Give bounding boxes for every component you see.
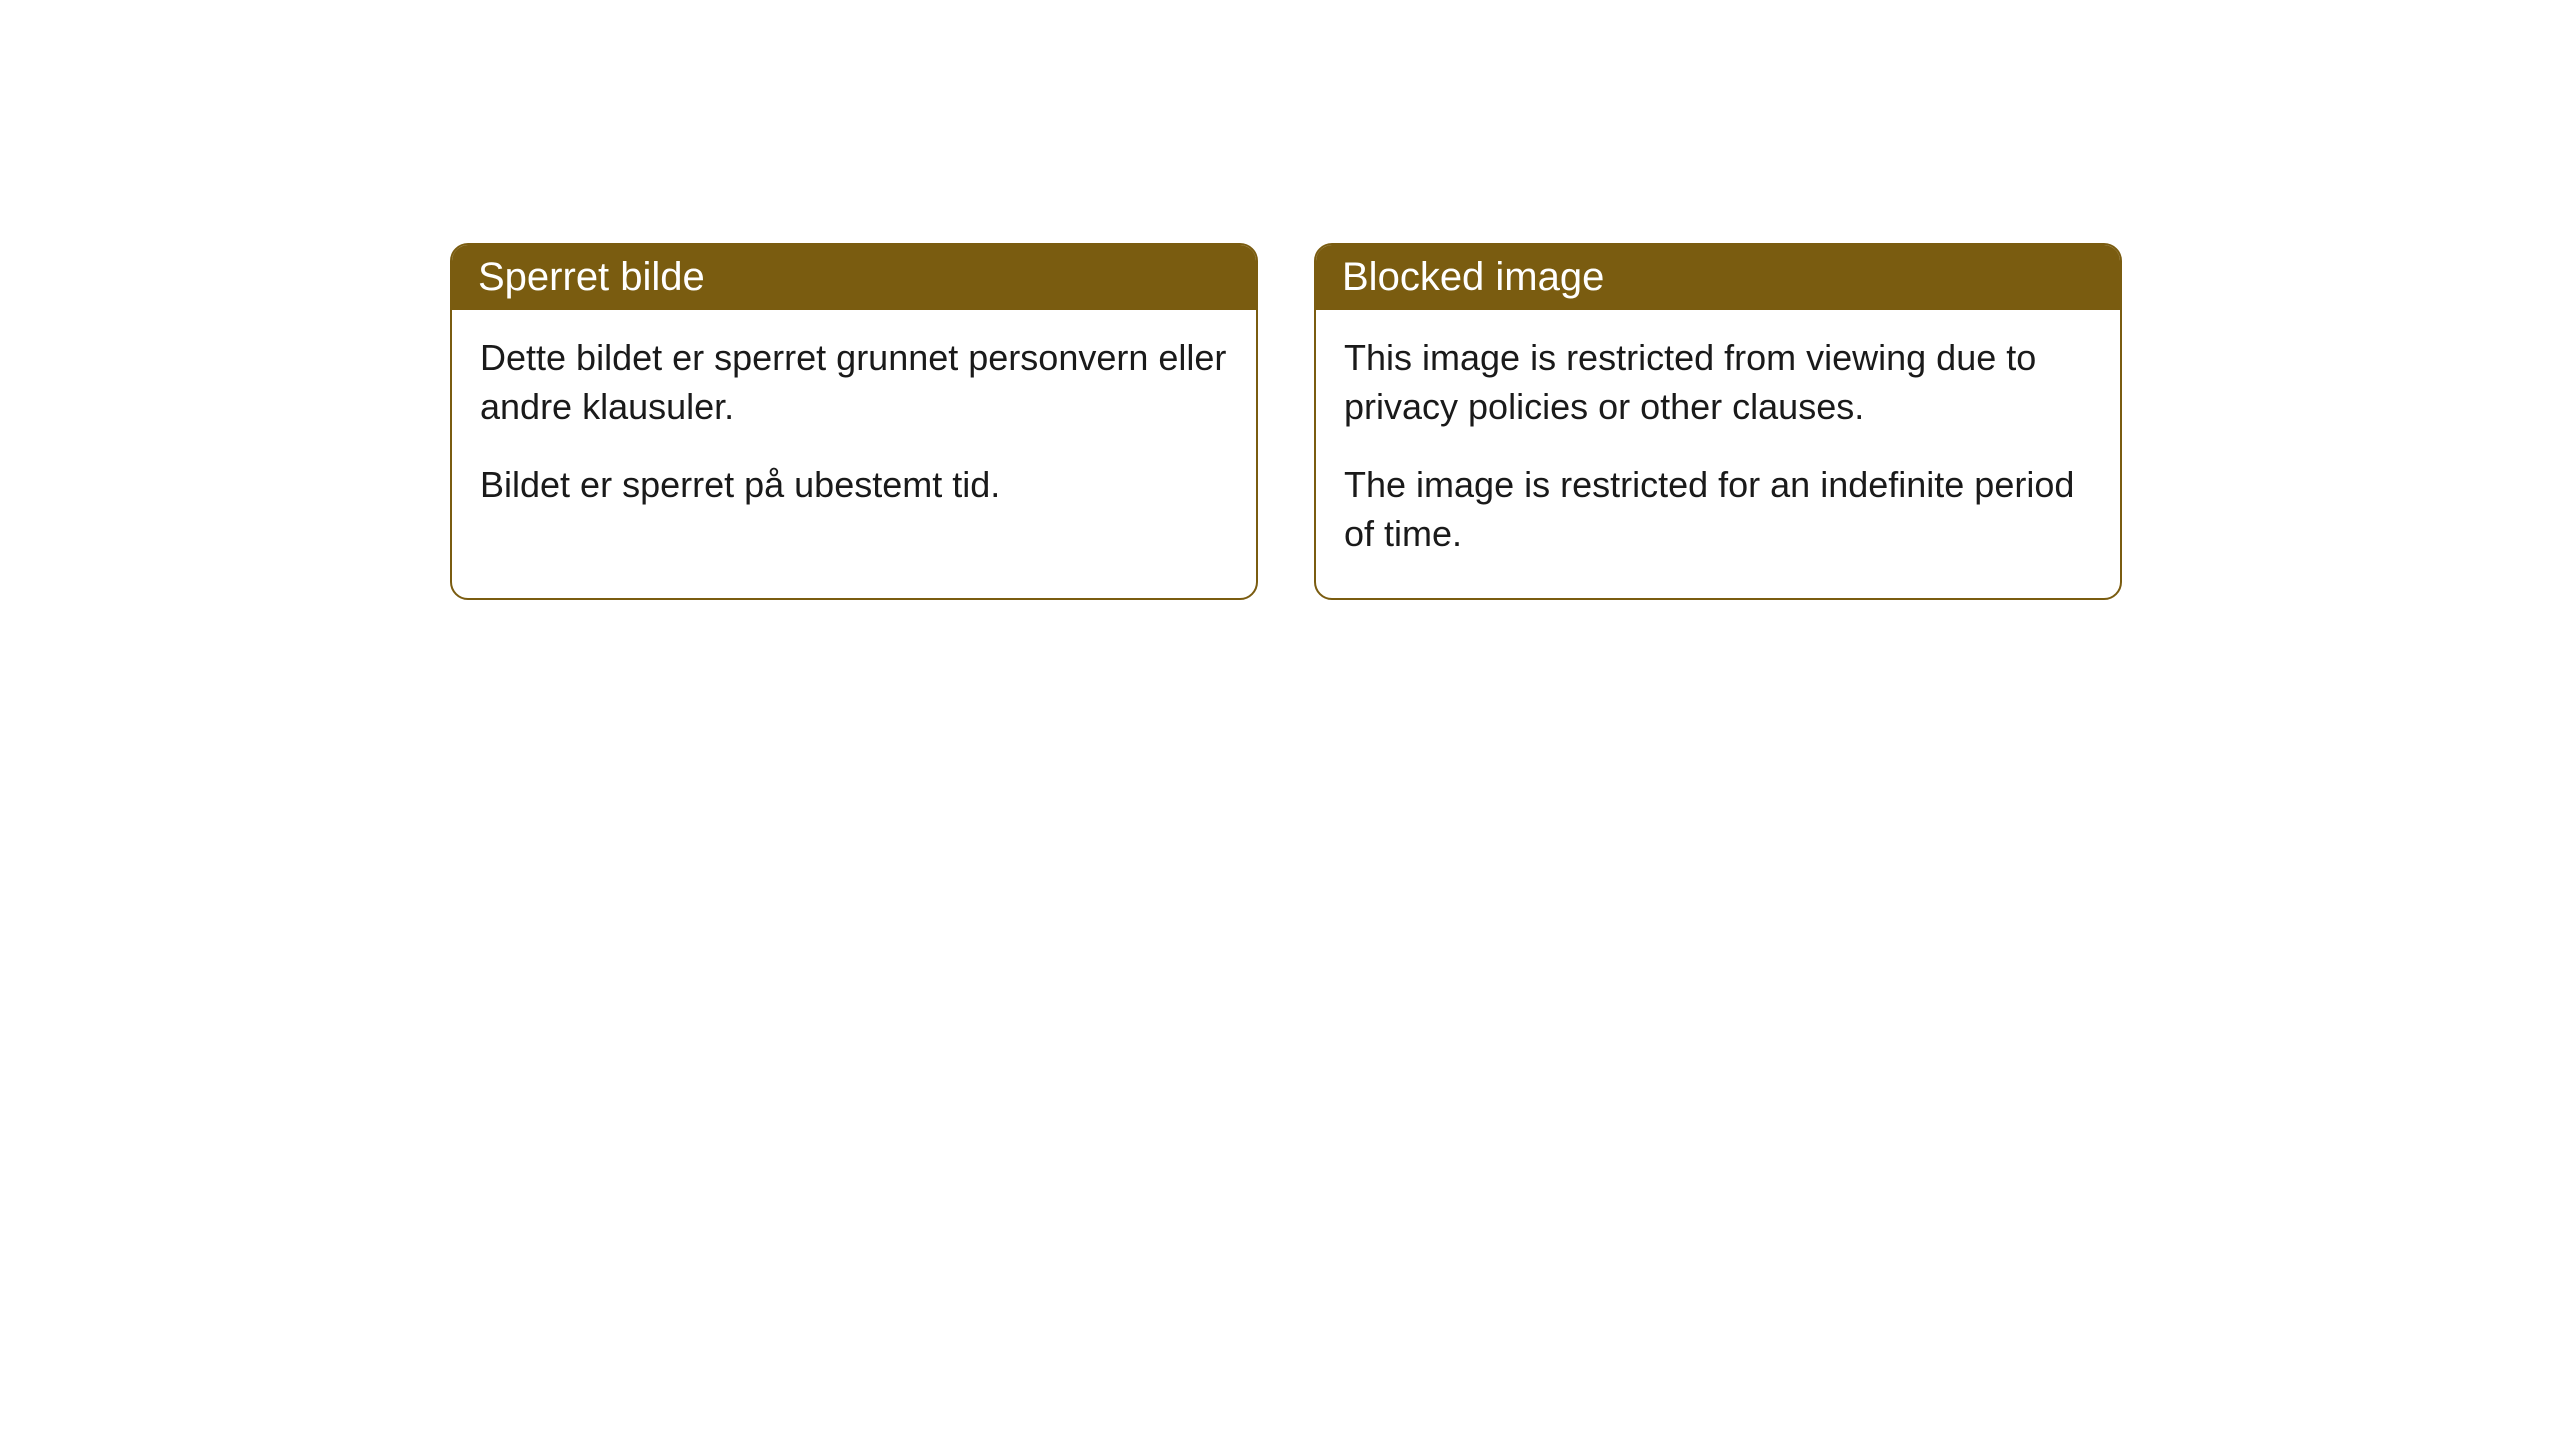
blocked-image-card-en: Blocked image This image is restricted f… [1314, 243, 2122, 600]
card-body-en: This image is restricted from viewing du… [1316, 310, 2120, 598]
blocked-image-card-no: Sperret bilde Dette bildet er sperret gr… [450, 243, 1258, 600]
card-paragraph-2-no: Bildet er sperret på ubestemt tid. [480, 461, 1228, 510]
card-header-en: Blocked image [1316, 245, 2120, 310]
notice-cards-container: Sperret bilde Dette bildet er sperret gr… [0, 0, 2560, 600]
card-paragraph-1-no: Dette bildet er sperret grunnet personve… [480, 334, 1228, 431]
card-body-no: Dette bildet er sperret grunnet personve… [452, 310, 1256, 550]
card-paragraph-2-en: The image is restricted for an indefinit… [1344, 461, 2092, 558]
card-header-no: Sperret bilde [452, 245, 1256, 310]
card-paragraph-1-en: This image is restricted from viewing du… [1344, 334, 2092, 431]
